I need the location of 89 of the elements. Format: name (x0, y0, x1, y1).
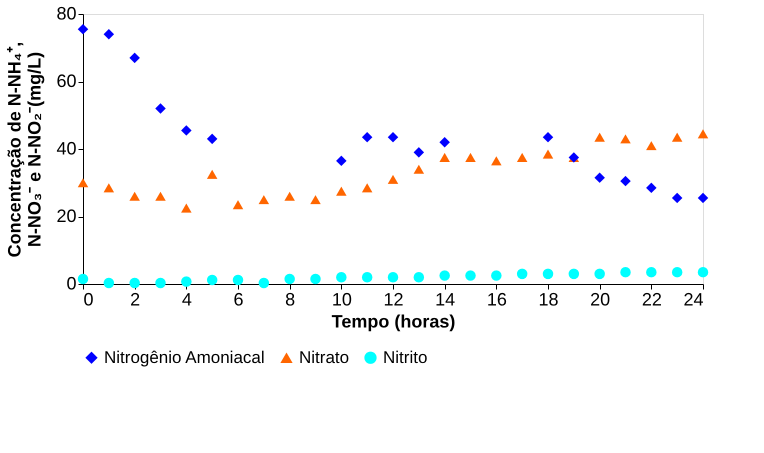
point (414, 147, 424, 158)
point (104, 278, 114, 288)
y-tick-label: 80 (56, 4, 76, 24)
point (414, 164, 424, 174)
point (698, 129, 708, 138)
point (206, 134, 218, 144)
x-tick-label: 22 (642, 290, 662, 310)
point (310, 274, 321, 284)
point (646, 266, 657, 278)
point (104, 183, 114, 192)
point (620, 176, 631, 186)
legend-label: Nitrogênio Amoniacal (104, 348, 265, 367)
point (542, 150, 554, 159)
point (155, 192, 166, 201)
point (491, 270, 502, 281)
point (388, 132, 398, 142)
point (206, 274, 218, 286)
point (336, 186, 347, 196)
point (258, 195, 270, 204)
point (672, 132, 682, 142)
point (542, 132, 554, 142)
point (698, 266, 708, 278)
point (362, 272, 372, 282)
point (181, 276, 192, 287)
point (78, 178, 88, 188)
point (439, 152, 450, 162)
point (129, 52, 140, 64)
point (129, 192, 140, 201)
x-tick-label: 14 (435, 290, 456, 310)
point (362, 132, 372, 142)
point (698, 192, 708, 204)
point (336, 272, 347, 282)
point (646, 141, 657, 150)
x-tick-label: 8 (285, 290, 296, 310)
y-tick-label: 0 (66, 274, 76, 294)
x-tick-label: 24 (683, 290, 704, 310)
point (516, 268, 528, 280)
point (78, 274, 88, 284)
point (388, 174, 398, 184)
x-axis-title: Tempo (horas) (332, 312, 456, 332)
x-tick-label: 2 (130, 290, 140, 310)
point (310, 195, 321, 204)
point (232, 200, 244, 210)
legend-label: Nitrito (383, 348, 428, 367)
point (465, 152, 476, 162)
point (78, 24, 88, 34)
point (439, 270, 450, 281)
point (284, 274, 295, 284)
x-tick-label: 4 (182, 290, 192, 310)
point (516, 152, 528, 162)
y-axis-title: Concentração de N-NH₄⁺, N-NO₃⁻ e N-NO₂⁻(mg/L) (4, 42, 44, 258)
point (232, 274, 244, 286)
point (155, 278, 166, 288)
point (594, 172, 605, 183)
point (284, 192, 295, 201)
point (491, 156, 502, 166)
y-tick-label: 40 (56, 138, 76, 158)
x-tick-label: 18 (538, 290, 559, 310)
x-tick-label: 16 (486, 290, 507, 310)
point (181, 204, 192, 213)
point (181, 125, 192, 136)
legend-label: Nitrato (299, 348, 350, 367)
point (388, 272, 398, 282)
point (362, 183, 372, 192)
point (439, 137, 450, 148)
point (104, 29, 114, 40)
point (594, 132, 605, 142)
point (620, 134, 631, 144)
point (258, 278, 270, 288)
y-tick-label: 60 (56, 71, 76, 91)
x-tick-label: 10 (332, 290, 352, 310)
point (206, 170, 218, 179)
point (542, 268, 554, 280)
point (336, 156, 347, 166)
point (620, 266, 631, 278)
x-tick-label: 0 (84, 290, 94, 310)
point (672, 266, 682, 278)
point (594, 268, 605, 280)
point (414, 272, 424, 282)
y-tick-label: 20 (56, 206, 76, 226)
point (465, 270, 476, 281)
point (646, 182, 657, 194)
point (672, 192, 682, 204)
x-tick-label: 6 (233, 290, 244, 310)
x-tick-label: 12 (383, 290, 404, 310)
point (568, 268, 580, 280)
x-tick-label: 20 (590, 290, 610, 310)
point (129, 278, 140, 288)
point (155, 103, 166, 114)
